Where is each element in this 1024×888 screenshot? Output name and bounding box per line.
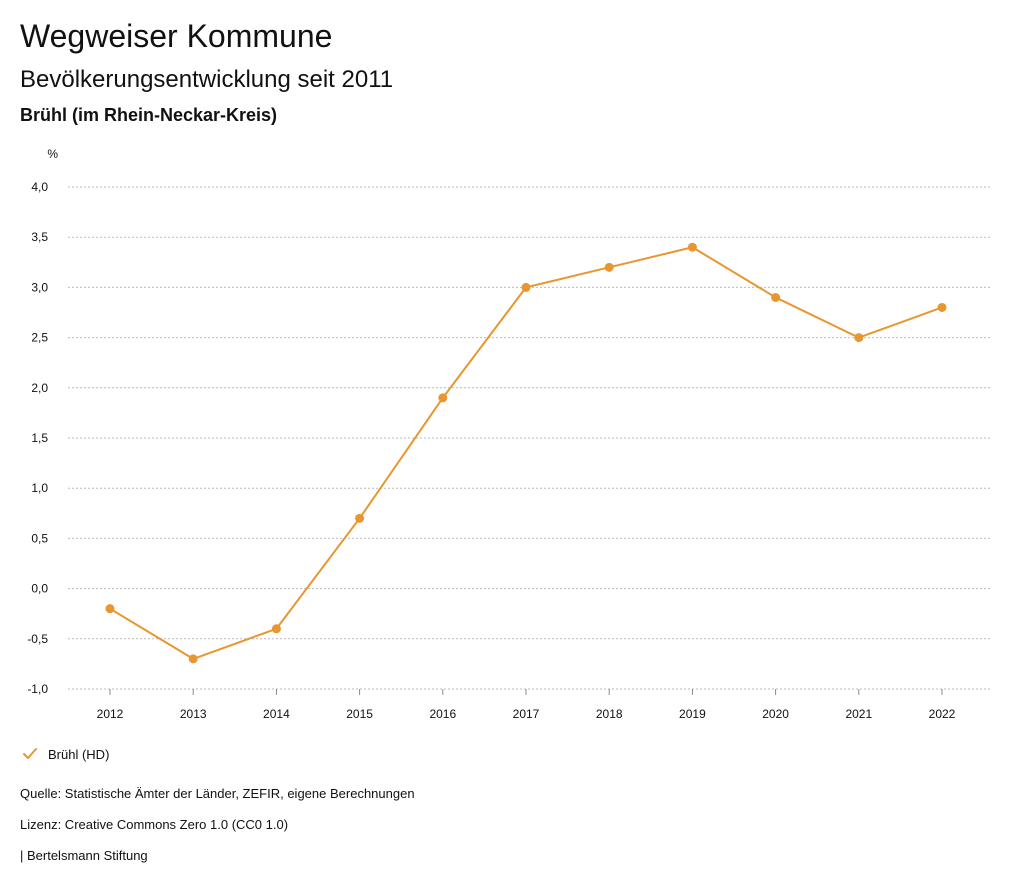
y-tick-label: 0,5	[31, 531, 48, 545]
chart-subtitle: Bevölkerungsentwicklung seit 2011	[20, 66, 394, 93]
data-point-2017	[521, 282, 531, 292]
y-tick-label: 2,5	[31, 331, 48, 345]
brand-note: | Bertelsmann Stiftung	[20, 848, 148, 863]
x-tick-label: 2012	[97, 707, 124, 721]
chart-legend[interactable]: Brühl (HD)	[22, 744, 109, 764]
legend-label: Brühl (HD)	[48, 746, 110, 762]
data-point-2014	[271, 624, 281, 634]
data-point-2019	[687, 242, 697, 252]
data-point-2016	[438, 393, 448, 403]
x-tick-label: 2021	[845, 707, 872, 721]
source-note: Quelle: Statistische Ämter der Länder, Z…	[20, 786, 415, 801]
region-label: Brühl (im Rhein-Neckar-Kreis)	[20, 105, 278, 125]
x-tick-label: 2019	[679, 707, 706, 721]
series-line-bruehl	[109, 246, 943, 660]
y-tick-label: 1,0	[31, 481, 48, 495]
y-tick-label: 0,0	[31, 582, 48, 596]
data-point-2022	[937, 302, 947, 312]
y-tick-label: -1,0	[27, 682, 48, 696]
data-point-2020	[771, 292, 781, 302]
y-tick-label: 3,0	[31, 280, 48, 294]
y-tick-label: 1,5	[31, 431, 48, 445]
data-point-2015	[355, 513, 365, 523]
x-tick-label: 2014	[263, 707, 290, 721]
y-tick-label: 4,0	[31, 180, 48, 194]
data-point-2021	[854, 333, 864, 343]
y-tick-label: 3,5	[31, 230, 48, 244]
data-point-2018	[604, 262, 614, 272]
x-tick-label: 2018	[596, 707, 623, 721]
y-tick-label: -0,5	[27, 632, 48, 646]
y-axis-unit: %	[47, 147, 58, 161]
x-tick-label: 2020	[762, 707, 789, 721]
x-tick-label: 2017	[513, 707, 540, 721]
x-tick-label: 2013	[180, 707, 207, 721]
x-tick-label: 2016	[429, 707, 456, 721]
data-point-2012	[105, 604, 115, 614]
license-note: Lizenz: Creative Commons Zero 1.0 (CC0 1…	[20, 817, 289, 832]
page-title: Wegweiser Kommune	[20, 18, 333, 54]
y-tick-label: 2,0	[31, 381, 48, 395]
data-point-2013	[188, 654, 198, 664]
x-tick-label: 2015	[346, 707, 373, 721]
x-tick-label: 2022	[929, 707, 956, 721]
legend-checkmark-icon	[23, 748, 37, 759]
